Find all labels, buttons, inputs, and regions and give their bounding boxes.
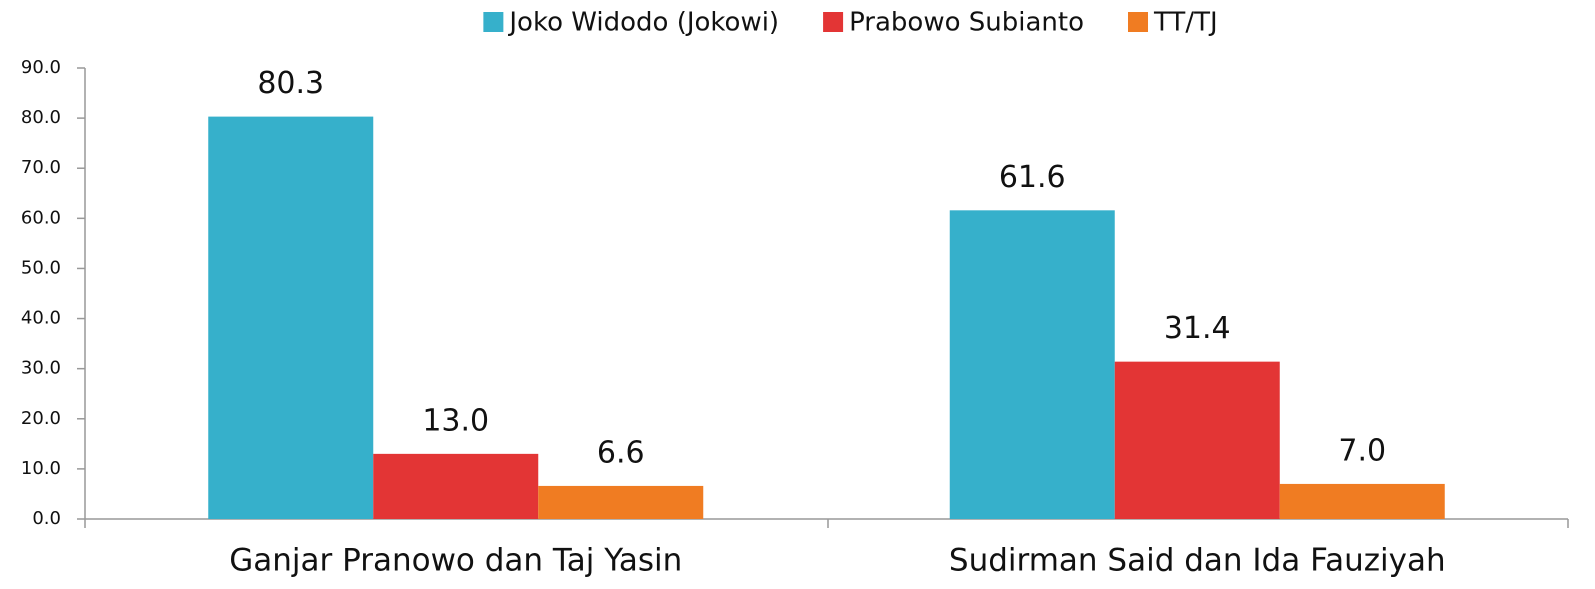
bar <box>949 210 1115 519</box>
bar <box>1114 361 1280 519</box>
value-label: 31.4 <box>1164 311 1231 346</box>
y-tick-label: 10.0 <box>21 458 61 479</box>
value-label: 61.6 <box>999 160 1066 195</box>
bar <box>538 485 704 519</box>
y-tick-label: 90.0 <box>21 57 61 78</box>
legend-swatch <box>483 12 504 32</box>
value-label: 7.0 <box>1338 433 1386 468</box>
y-tick-label: 60.0 <box>21 207 61 228</box>
legend-swatch <box>823 12 844 32</box>
y-tick-label: 30.0 <box>21 358 61 379</box>
legend-swatch <box>1128 12 1149 32</box>
x-tick-label: Ganjar Pranowo dan Taj Yasin <box>229 543 682 579</box>
legend: Joko Widodo (Jokowi) Prabowo Subianto TT/T… <box>483 8 1218 38</box>
y-tick-label: 50.0 <box>21 257 61 278</box>
value-label: 80.3 <box>257 66 324 101</box>
value-label: 6.6 <box>597 435 645 470</box>
y-tick-label: 70.0 <box>21 157 61 178</box>
bar <box>373 453 539 519</box>
y-tick-label: 80.0 <box>21 107 61 128</box>
legend-label: Joko Widodo (Jokowi) <box>507 8 779 38</box>
y-tick-label: 0.0 <box>32 508 61 529</box>
y-tick-label: 40.0 <box>21 308 61 329</box>
legend-label: TT/TJ <box>1153 8 1218 38</box>
legend-label: Prabowo Subianto <box>849 8 1084 38</box>
value-label: 13.0 <box>422 403 489 438</box>
y-tick-label: 20.0 <box>21 408 61 429</box>
bar <box>208 116 374 519</box>
x-tick-label: Sudirman Said dan Ida Fauziyah <box>949 543 1446 579</box>
bar <box>1279 483 1445 519</box>
